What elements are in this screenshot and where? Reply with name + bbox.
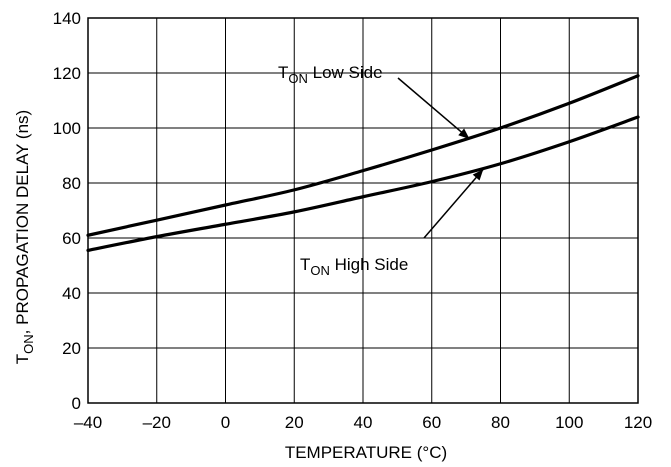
x-axis-title: TEMPERATURE (°C) [285, 443, 447, 462]
annotation-low-side-label-subscript: ON [288, 71, 308, 86]
x-tick-label: 80 [491, 413, 510, 432]
annotation-high-side-arrowhead [472, 169, 484, 181]
x-tick-label: –20 [143, 413, 171, 432]
series-lines [86, 74, 640, 252]
x-tick-label: –40 [74, 413, 102, 432]
x-tick-label: 0 [221, 413, 230, 432]
y-axis-title-suffix: , PROPAGATION DELAY (ns) [13, 110, 32, 335]
annotation-low-side: TON Low Side [278, 63, 471, 140]
annotation-high-side: TON High Side [300, 168, 484, 278]
y-tick-label: 0 [72, 394, 81, 413]
y-axis-title: TON, PROPAGATION DELAY (ns) [13, 110, 36, 364]
tick-labels: –40 –20 0 20 40 60 80 100 120 0 20 40 60 80 100 120 140 [53, 9, 653, 432]
y-tick-label: 140 [53, 9, 81, 28]
x-tick-label: 60 [422, 413, 441, 432]
y-tick-label: 120 [53, 64, 81, 83]
plot-frame-rect [87, 17, 639, 404]
y-tick-label: 100 [53, 119, 81, 138]
plot-frame [87, 17, 639, 404]
series-line-low-side [86, 74, 640, 237]
annotation-low-side-label: TON Low Side [278, 63, 383, 86]
annotation-low-side-leader-line [397, 77, 471, 140]
annotation-high-side-label-suffix: High Side [330, 255, 408, 274]
annotation-low-side-label-prefix: T [278, 63, 288, 82]
y-tick-label: 20 [62, 339, 81, 358]
y-tick-label: 60 [62, 229, 81, 248]
annotation-high-side-leader-line [423, 168, 484, 239]
y-axis-title-subscript: ON [21, 334, 36, 354]
annotation-low-side-arrowhead [458, 128, 470, 139]
x-tick-label: 20 [285, 413, 304, 432]
annotation-high-side-label-prefix: T [300, 255, 310, 274]
series-line-high-side [86, 115, 640, 252]
x-tick-label: 40 [354, 413, 373, 432]
annotation-high-side-label-subscript: ON [310, 263, 330, 278]
annotation-low-side-label-suffix: Low Side [308, 63, 383, 82]
x-tick-label: 100 [555, 413, 583, 432]
x-tick-label: 120 [624, 413, 652, 432]
y-tick-label: 80 [62, 174, 81, 193]
annotation-high-side-label: TON High Side [300, 255, 408, 278]
y-axis-title-prefix: T [13, 354, 32, 364]
y-tick-label: 40 [62, 284, 81, 303]
